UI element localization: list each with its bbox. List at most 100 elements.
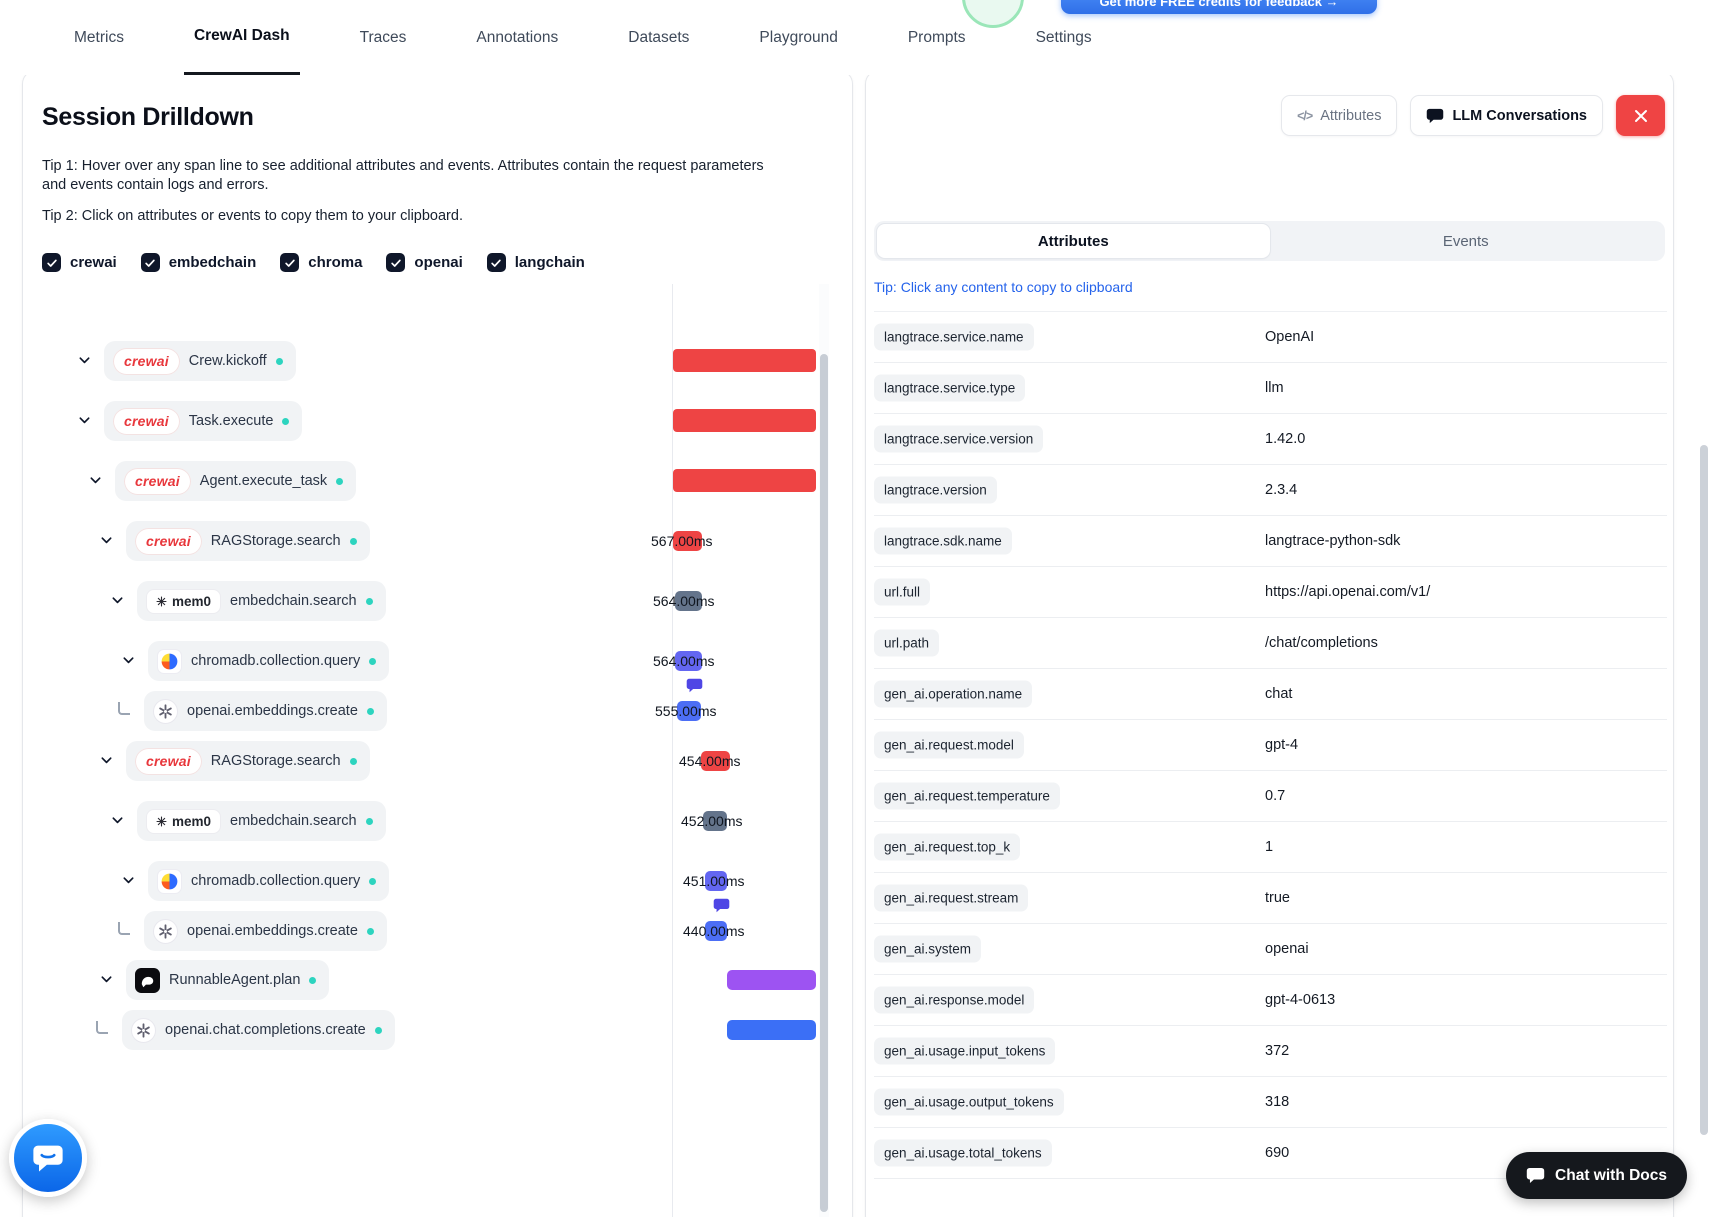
duration-bar[interactable] xyxy=(673,349,816,372)
filter-chroma[interactable]: chroma xyxy=(280,253,362,272)
duration-bar[interactable] xyxy=(727,1020,816,1040)
span-row[interactable]: openai.chat.completions.create xyxy=(23,1006,852,1054)
attribute-key[interactable]: gen_ai.request.stream xyxy=(874,884,1029,912)
span-label-pill[interactable]: crewai RAGStorage.search xyxy=(126,521,370,561)
filter-langchain[interactable]: langchain xyxy=(486,253,585,272)
filter-openai[interactable]: openai xyxy=(386,253,463,272)
span-label-pill[interactable]: crewai RAGStorage.search xyxy=(126,741,370,781)
attribute-key[interactable]: langtrace.service.type xyxy=(874,374,1026,402)
duration-bar[interactable] xyxy=(673,469,816,492)
filter-crewai[interactable]: crewai xyxy=(42,253,117,272)
chevron-down-icon[interactable] xyxy=(111,594,125,608)
attribute-value[interactable]: 318 xyxy=(1265,1094,1290,1110)
attribute-value[interactable]: gpt-4 xyxy=(1265,737,1299,753)
attribute-key[interactable]: gen_ai.usage.output_tokens xyxy=(874,1088,1064,1116)
attribute-key[interactable]: gen_ai.request.top_k xyxy=(874,833,1021,861)
span-row[interactable]: crewai Task.execute xyxy=(23,397,852,445)
attribute-key[interactable]: gen_ai.operation.name xyxy=(874,680,1033,708)
tree-scrollbar-thumb[interactable] xyxy=(820,354,828,1212)
attribute-key[interactable]: gen_ai.response.model xyxy=(874,986,1035,1014)
attribute-key[interactable]: url.full xyxy=(874,578,931,606)
duration-bar[interactable] xyxy=(675,591,702,611)
attribute-value[interactable]: 1.42.0 xyxy=(1265,431,1306,447)
span-label-pill[interactable]: openai.embeddings.create xyxy=(144,911,387,951)
chat-widget-button[interactable] xyxy=(9,1119,87,1197)
chevron-down-icon[interactable] xyxy=(78,354,92,368)
attribute-key[interactable]: gen_ai.request.temperature xyxy=(874,782,1060,810)
checkbox-checked-icon[interactable] xyxy=(386,253,406,272)
span-row[interactable]: mem0 embedchain.search 564.00ms xyxy=(23,577,852,625)
chat-with-docs-button[interactable]: Chat with Docs xyxy=(1506,1152,1687,1199)
span-row[interactable]: crewai RAGStorage.search 454.00ms xyxy=(23,737,852,785)
nav-tab-prompts[interactable]: Prompts xyxy=(898,0,976,75)
chevron-down-icon[interactable] xyxy=(111,814,125,828)
attribute-key[interactable]: gen_ai.usage.total_tokens xyxy=(874,1139,1052,1167)
attribute-value[interactable]: https://api.openai.com/v1/ xyxy=(1265,584,1431,600)
span-label-pill[interactable]: mem0 embedchain.search xyxy=(137,801,386,841)
span-row[interactable]: mem0 embedchain.search 452.00ms xyxy=(23,797,852,845)
attribute-key[interactable]: gen_ai.usage.input_tokens xyxy=(874,1037,1056,1065)
attribute-value[interactable]: 1 xyxy=(1265,839,1274,855)
attribute-value[interactable]: gpt-4-0613 xyxy=(1265,992,1336,1008)
nav-tab-settings[interactable]: Settings xyxy=(1026,0,1102,75)
checkbox-checked-icon[interactable] xyxy=(42,253,61,272)
duration-bar[interactable] xyxy=(677,701,701,721)
span-label-pill[interactable]: RunnableAgent.plan xyxy=(126,960,330,1000)
duration-bar[interactable] xyxy=(705,921,727,941)
nav-tab-playground[interactable]: Playground xyxy=(749,0,847,75)
attribute-key[interactable]: gen_ai.system xyxy=(874,935,982,963)
tab-events[interactable]: Events xyxy=(1442,232,1489,250)
span-row[interactable]: openai.embeddings.create 555.00ms xyxy=(23,678,852,735)
attribute-value[interactable]: 2.3.4 xyxy=(1265,482,1298,498)
chevron-down-icon[interactable] xyxy=(100,973,114,987)
span-row[interactable]: RunnableAgent.plan xyxy=(23,956,852,1004)
attribute-value[interactable]: openai xyxy=(1265,941,1309,957)
span-label-pill[interactable]: crewai Agent.execute_task xyxy=(115,461,357,501)
checkbox-checked-icon[interactable] xyxy=(140,253,160,272)
attribute-value[interactable]: true xyxy=(1265,890,1290,906)
page-scrollbar-thumb[interactable] xyxy=(1700,445,1708,1135)
llm-conversations-button[interactable]: LLM Conversations xyxy=(1410,95,1603,136)
duration-bar[interactable] xyxy=(675,651,702,671)
checkbox-checked-icon[interactable] xyxy=(280,253,300,272)
nav-tab-annotations[interactable]: Annotations xyxy=(466,0,568,75)
credits-button[interactable]: Get more FREE credits for feedback → xyxy=(1061,0,1377,14)
span-row[interactable]: crewai Crew.kickoff xyxy=(23,337,852,385)
attribute-key[interactable]: langtrace.version xyxy=(874,476,997,504)
nav-tab-traces[interactable]: Traces xyxy=(350,0,417,75)
checkbox-checked-icon[interactable] xyxy=(486,253,506,272)
duration-bar[interactable] xyxy=(727,970,816,990)
close-button[interactable] xyxy=(1616,95,1665,136)
span-row[interactable]: crewai RAGStorage.search 567.00ms xyxy=(23,517,852,565)
chevron-down-icon[interactable] xyxy=(100,754,114,768)
span-row[interactable]: chromadb.collection.query 451.00ms xyxy=(23,857,852,905)
nav-tab-datasets[interactable]: Datasets xyxy=(618,0,699,75)
nav-tab-metrics[interactable]: Metrics xyxy=(64,0,134,75)
attribute-key[interactable]: gen_ai.request.model xyxy=(874,731,1024,759)
nav-tab-crewai-dash[interactable]: CrewAI Dash xyxy=(183,0,300,75)
span-label-pill[interactable]: crewai Task.execute xyxy=(104,401,303,441)
chevron-down-icon[interactable] xyxy=(78,414,92,428)
attribute-value[interactable]: chat xyxy=(1265,686,1293,702)
span-row[interactable]: crewai Agent.execute_task xyxy=(23,457,852,505)
chevron-down-icon[interactable] xyxy=(89,474,103,488)
filter-embedchain[interactable]: embedchain xyxy=(140,253,256,272)
span-label-pill[interactable]: chromadb.collection.query xyxy=(148,861,390,901)
attribute-key[interactable]: langtrace.sdk.name xyxy=(874,527,1012,555)
chevron-down-icon[interactable] xyxy=(122,654,136,668)
duration-bar[interactable] xyxy=(701,751,730,771)
span-row[interactable]: openai.embeddings.create 440.00ms xyxy=(23,898,852,955)
attribute-value[interactable]: OpenAI xyxy=(1265,329,1315,345)
duration-bar[interactable] xyxy=(703,811,727,831)
span-label-pill[interactable]: mem0 embedchain.search xyxy=(137,581,386,621)
attribute-value[interactable]: /chat/completions xyxy=(1265,635,1378,651)
chevron-down-icon[interactable] xyxy=(122,874,136,888)
attribute-key[interactable]: langtrace.service.version xyxy=(874,425,1044,453)
span-label-pill[interactable]: crewai Crew.kickoff xyxy=(104,341,296,381)
span-label-pill[interactable]: openai.chat.completions.create xyxy=(122,1010,395,1050)
duration-bar[interactable] xyxy=(673,531,702,551)
attributes-view-button[interactable]: </> Attributes xyxy=(1281,95,1398,136)
tab-attributes[interactable]: Attributes xyxy=(877,224,1270,258)
attribute-value[interactable]: 690 xyxy=(1265,1145,1290,1161)
attribute-key[interactable]: langtrace.service.name xyxy=(874,323,1034,351)
